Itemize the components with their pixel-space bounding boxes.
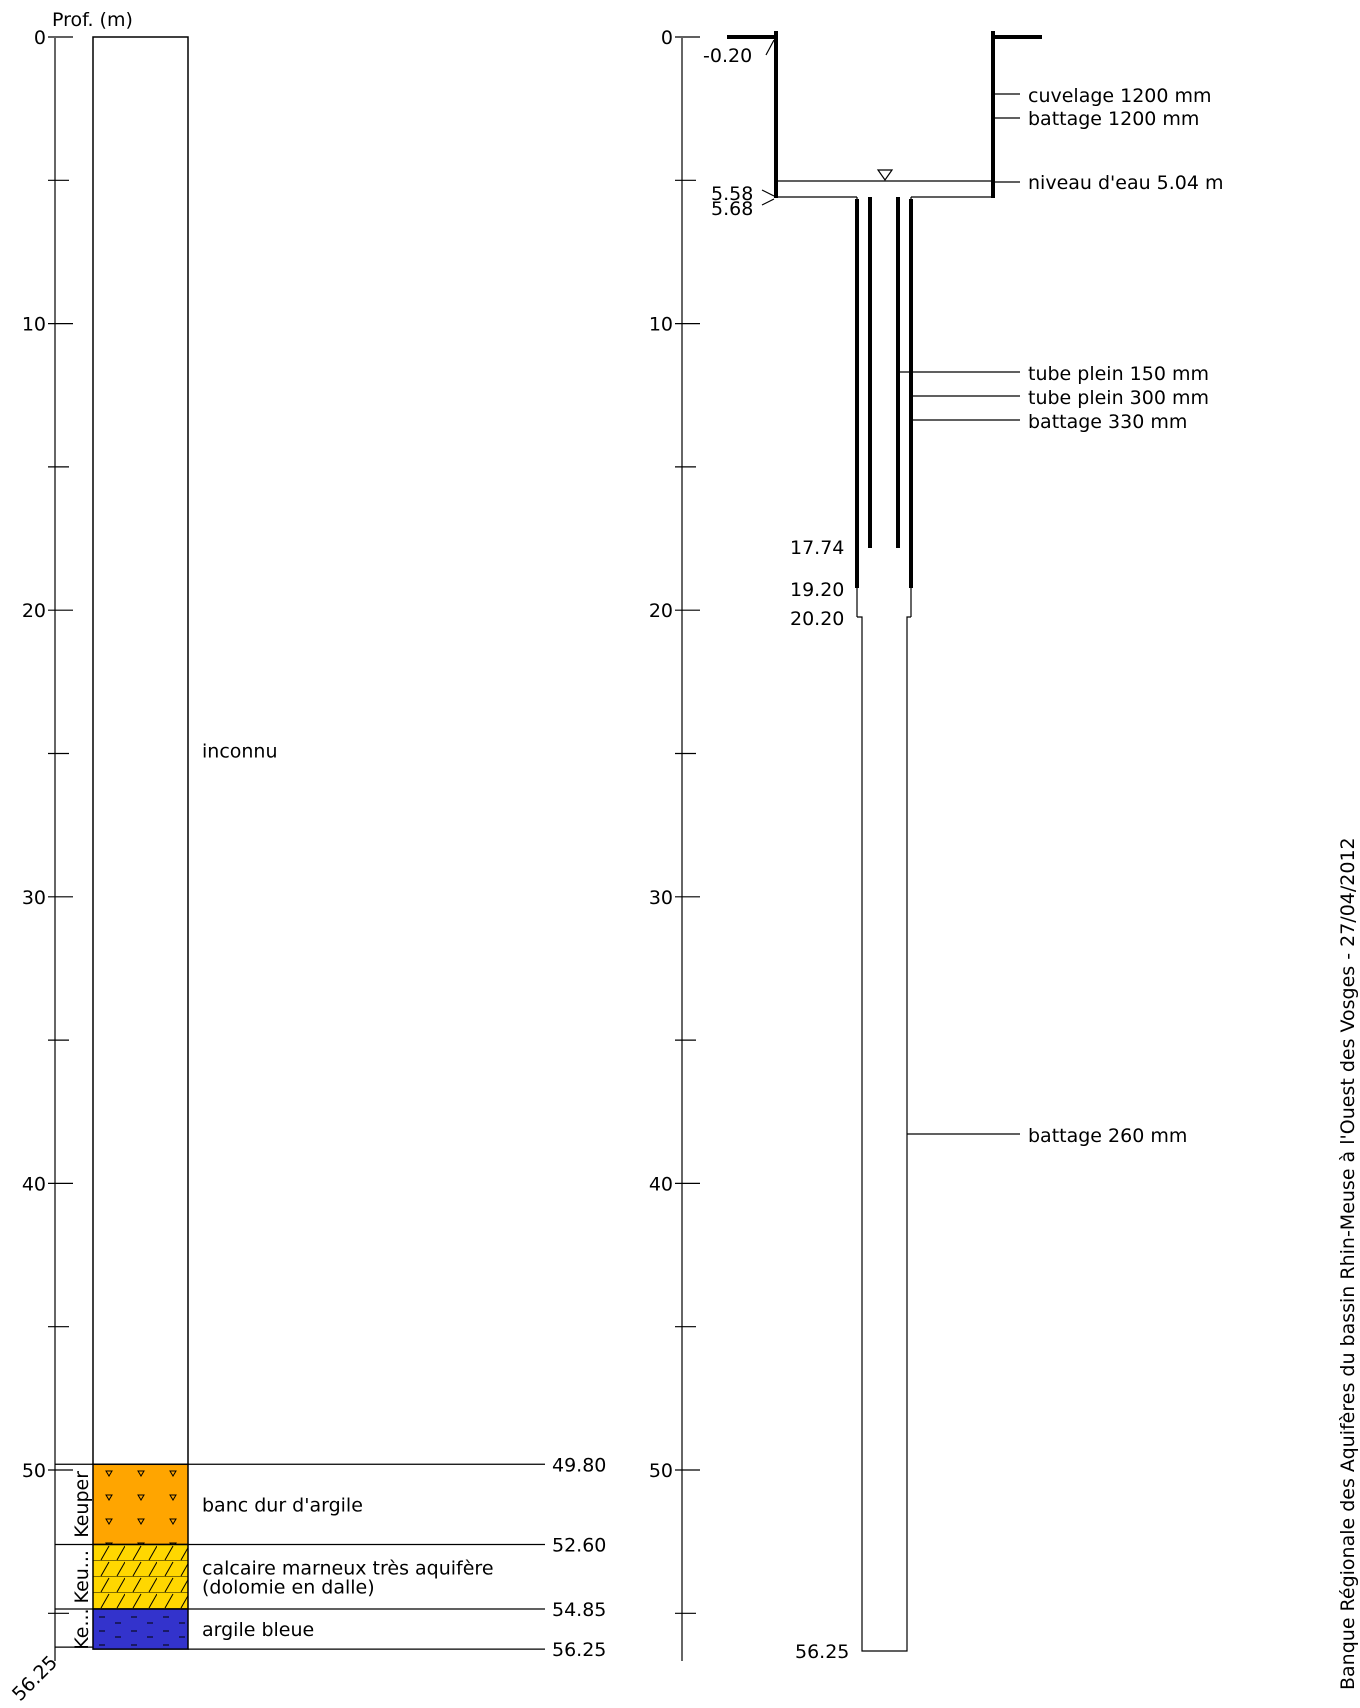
- depth-axis-title: Prof. (m): [52, 9, 133, 31]
- depth-label-top: -0.20: [703, 45, 752, 67]
- leader-top: [765, 39, 775, 56]
- depth-left-tick-label: 40: [22, 1173, 46, 1195]
- lithology-column: inconnu banc dur d'argile Keuper calcaire m…: [55, 36, 606, 1661]
- depth-label-casing-a: 5.58: [711, 183, 753, 205]
- svg-text:niveau d'eau 5.04 m: niveau d'eau 5.04 m: [1028, 172, 1224, 194]
- depth-right-tick-label: 50: [649, 1460, 673, 1482]
- svg-text:battage 330 mm: battage 330 mm: [1028, 411, 1187, 433]
- svg-text:tube plein 300 mm: tube plein 300 mm: [1028, 387, 1209, 409]
- depth-label-step: 20.20: [790, 608, 844, 630]
- stratigraphic-stage-label: Keu...: [71, 1550, 93, 1603]
- depth-right-tick-label: 20: [649, 600, 673, 622]
- depth-label-inner-tube: 17.74: [790, 537, 844, 559]
- boundary-depth-label: 54.85: [552, 1599, 606, 1621]
- depth-right-tick-label: 0: [661, 27, 673, 49]
- annotation-battage-330: battage 330 mm: [911, 411, 1187, 433]
- footer-source-text: Banque Régionale des Aquifères du bassin…: [1337, 837, 1359, 1690]
- boundary-depth-label: 49.80: [552, 1454, 606, 1476]
- lithology-layer-2: [92, 1543, 189, 1610]
- lithology-description: calcaire marneux très aquifère: [202, 1557, 494, 1579]
- depth-bottom-label: 56.25: [8, 1652, 62, 1706]
- lithology-description: (dolomie en dalle): [202, 1576, 375, 1598]
- annotation-water-level: niveau d'eau 5.04 m: [993, 172, 1224, 194]
- depth-axis-right: 0 10 20 30 40 50: [649, 27, 700, 1661]
- annotation-battage-1200: battage 1200 mm: [993, 108, 1199, 130]
- depth-ticks-right: 0 10 20 30 40 50: [649, 27, 700, 1614]
- stratigraphic-stage-label: Keuper: [71, 1471, 93, 1538]
- leader-casing-b: [761, 198, 775, 206]
- leader-casing-a: [761, 189, 775, 197]
- lithology-layer-3: [92, 1608, 189, 1650]
- lithology-description: inconnu: [202, 741, 278, 763]
- annotation-tube-300: tube plein 300 mm: [911, 387, 1209, 409]
- bore-260: [857, 616, 911, 1652]
- lithology-description: banc dur d'argile: [202, 1494, 363, 1516]
- water-level-icon: [876, 169, 894, 182]
- depth-left-tick-label: 10: [22, 314, 46, 336]
- boundary-depth-label: 52.60: [552, 1535, 606, 1557]
- depth-right-tick-label: 30: [649, 887, 673, 909]
- depth-ticks-left: 0 10 20 30 40 50: [22, 27, 73, 1614]
- depth-label-outer-tube: 19.20: [790, 579, 844, 601]
- depth-label-bottom: 56.25: [795, 1641, 849, 1663]
- depth-left-tick-label: 30: [22, 887, 46, 909]
- depth-label-casing-b: 5.68: [711, 198, 753, 220]
- svg-text:battage 1200 mm: battage 1200 mm: [1028, 108, 1199, 130]
- depth-right-tick-label: 40: [649, 1173, 673, 1195]
- annotation-cuvelage: cuvelage 1200 mm: [993, 85, 1212, 107]
- depth-right-tick-label: 10: [649, 314, 673, 336]
- lithology-layer-1: [92, 1463, 189, 1546]
- well-construction: -0.20 5.58 5.68 17.74 19.20 20.20 56.25 …: [703, 31, 1224, 1663]
- svg-text:battage 260 mm: battage 260 mm: [1028, 1125, 1187, 1147]
- lithology-description: argile bleue: [202, 1619, 314, 1641]
- svg-text:tube plein 150 mm: tube plein 150 mm: [1028, 363, 1209, 385]
- depth-left-tick-label: 50: [22, 1460, 46, 1482]
- boundary-depth-label: 56.25: [552, 1639, 606, 1661]
- annotation-battage-260: battage 260 mm: [907, 1125, 1187, 1147]
- stratigraphic-stage-label: Ke...: [71, 1608, 93, 1649]
- svg-text:cuvelage 1200 mm: cuvelage 1200 mm: [1028, 85, 1212, 107]
- annotation-tube-150: tube plein 150 mm: [898, 363, 1209, 385]
- depth-left-tick-label: 0: [34, 27, 46, 49]
- lithology-layer-0: [92, 36, 189, 1466]
- depth-left-tick-label: 20: [22, 600, 46, 622]
